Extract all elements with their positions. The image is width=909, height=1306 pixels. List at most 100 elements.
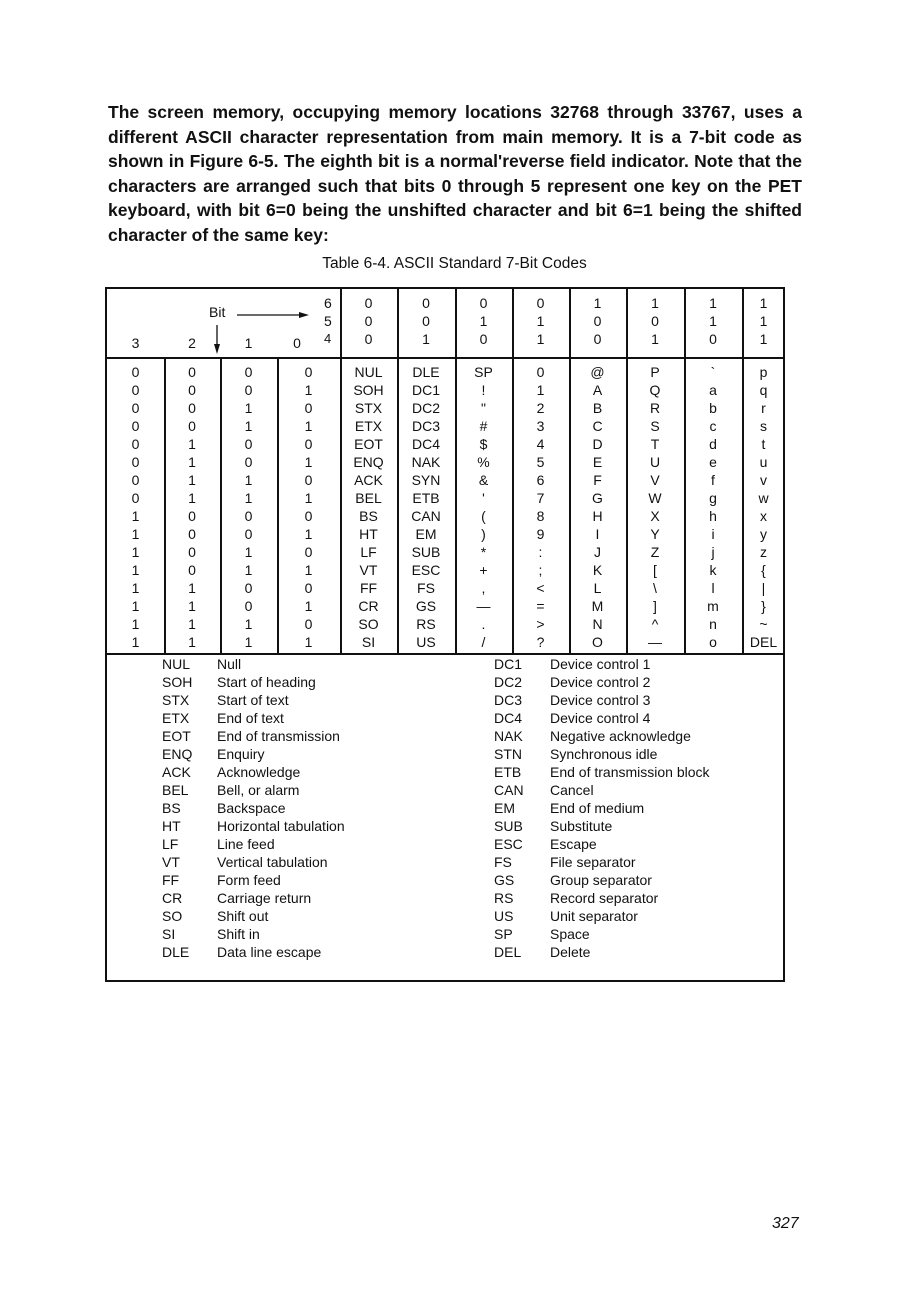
char-cell: DC3 [411, 418, 440, 434]
legend-meaning: Unit separator [550, 908, 638, 924]
char-cell: 6 [536, 472, 545, 488]
low-bit-header: 0 [293, 335, 301, 351]
column-divider [626, 359, 628, 653]
char-cell: ETX [354, 418, 383, 434]
char-cell: ) [481, 526, 486, 542]
char-cell: y [760, 526, 767, 542]
column-bit-header: 0 [364, 295, 373, 311]
legend-divider [107, 653, 783, 655]
bit-cell: 1 [304, 490, 313, 506]
legend-abbreviation: STX [162, 692, 190, 708]
column-bit-header: 0 [536, 295, 545, 311]
char-cell: Z [650, 544, 660, 560]
bit-cell: 0 [131, 400, 140, 416]
char-cell: L [593, 580, 602, 596]
legend-abbreviation: US [494, 908, 514, 924]
bit-down-arrow-icon [214, 325, 220, 354]
bit-cell: 0 [188, 544, 196, 560]
char-cell: J [594, 544, 601, 560]
legend-meaning: Shift out [217, 908, 269, 924]
char-cell: n [709, 616, 717, 632]
char-cell: ` [710, 364, 716, 380]
bit-cell: 0 [131, 436, 140, 452]
low-bit-header: 1 [244, 335, 253, 351]
bit-label: Bit [209, 304, 226, 320]
char-cell: C [592, 418, 603, 434]
column-bit-header: 1 [593, 295, 602, 311]
bit-cell: 0 [304, 544, 313, 560]
char-cell: FS [417, 580, 435, 596]
legend-meaning: Device control 1 [550, 656, 651, 672]
bit-cell: 1 [131, 580, 140, 596]
char-cell: RS [416, 616, 436, 632]
column-bit-header: 1 [479, 313, 488, 329]
char-cell: M [591, 598, 604, 614]
char-cell: G [592, 490, 603, 506]
char-cell: 0 [536, 364, 545, 380]
legend-abbreviation: NUL [162, 656, 191, 672]
char-cell: ! [481, 382, 486, 398]
char-cell: NUL [354, 364, 383, 380]
char-cell: ESC [411, 562, 441, 578]
bit-cell: 0 [244, 454, 253, 470]
bit-cell: 1 [304, 634, 313, 650]
legend-meaning: Start of text [217, 692, 289, 708]
char-cell: SP [474, 364, 493, 380]
legend-abbreviation: VT [162, 854, 180, 870]
legend-abbreviation: STN [494, 746, 522, 762]
char-cell: x [760, 508, 767, 524]
legend-meaning: Space [550, 926, 590, 942]
char-cell: T [650, 436, 660, 452]
bit-cell: 1 [244, 490, 253, 506]
bit-cell: 0 [188, 562, 196, 578]
char-cell: s [760, 418, 767, 434]
bit-cell: 1 [188, 490, 196, 506]
intro-paragraph: The screen memory, occupying memory loca… [108, 102, 802, 245]
bit4-label: 4 [324, 331, 332, 346]
column-bit-header: 1 [709, 313, 717, 329]
char-cell: ~ [759, 616, 768, 632]
char-cell: EOT [354, 436, 383, 452]
bit-cell: 1 [188, 598, 196, 614]
char-cell: # [479, 418, 488, 434]
low-bit-header: 3 [131, 335, 140, 351]
column-divider [340, 359, 342, 653]
bit-arrows-icon [237, 312, 309, 318]
bit-cell: 1 [131, 508, 140, 524]
bit-cell: 1 [244, 418, 253, 434]
char-cell: F [593, 472, 602, 488]
char-cell: c [709, 418, 717, 434]
char-cell: e [709, 454, 717, 470]
char-cell: l [711, 580, 715, 596]
legend-abbreviation: ETX [162, 710, 190, 726]
char-cell: — [476, 598, 491, 614]
legend-abbreviation: SUB [494, 818, 523, 834]
legend-abbreviation: ESC [494, 836, 523, 852]
char-cell: ^ [651, 616, 659, 632]
char-cell: g [709, 490, 717, 506]
legend-meaning: Start of heading [217, 674, 316, 690]
char-cell: DEL [749, 634, 778, 650]
char-cell: W [648, 490, 662, 506]
legend-abbreviation: DLE [162, 944, 190, 960]
char-cell: SI [361, 634, 376, 650]
legend-abbreviation: DC3 [494, 692, 523, 708]
bit-cell: 1 [244, 400, 253, 416]
column-bit-header: 0 [422, 313, 430, 329]
char-cell: " [481, 400, 486, 416]
bit-cell: 1 [304, 598, 313, 614]
char-cell: A [592, 382, 603, 398]
column-bit-header: 0 [593, 331, 602, 347]
column-bit-header: 1 [651, 331, 659, 347]
char-cell: [ [653, 562, 657, 578]
bit-cell: 0 [244, 436, 253, 452]
char-cell: DC2 [411, 400, 440, 416]
char-cell: D [592, 436, 603, 452]
bit-cell: 0 [304, 616, 313, 632]
bit-cell: 0 [188, 364, 196, 380]
column-divider [397, 359, 399, 653]
legend-meaning: Backspace [217, 800, 286, 816]
legend-abbreviation: SO [162, 908, 183, 924]
char-cell: q [759, 382, 768, 398]
column-divider [684, 359, 686, 653]
